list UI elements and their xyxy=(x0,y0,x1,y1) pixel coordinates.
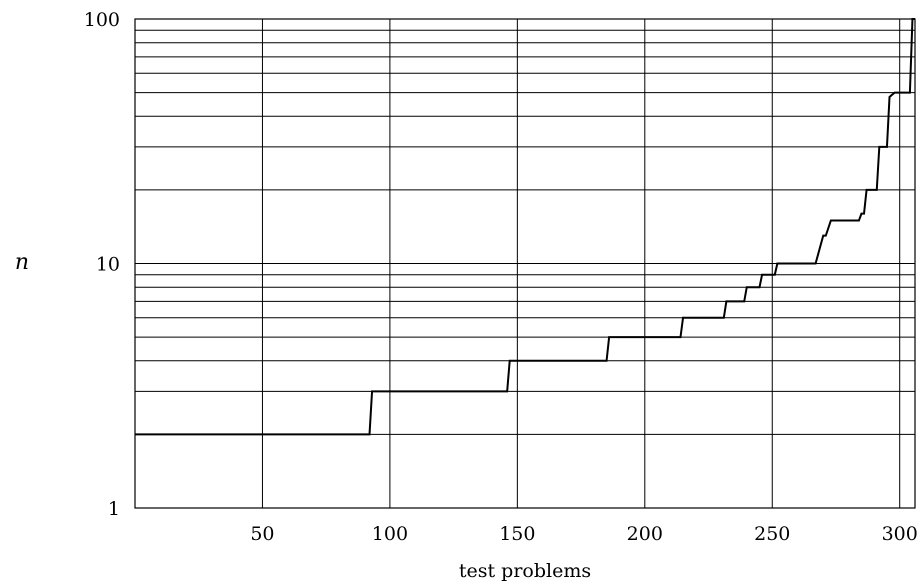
y-axis-label: n xyxy=(15,250,29,275)
series-line xyxy=(135,18,915,436)
x-tick-label: 50 xyxy=(250,523,274,545)
x-tick-labels: 50 100 150 200 250 300 xyxy=(250,523,917,545)
y-tick-label: 100 xyxy=(84,9,120,31)
y-tick-labels: 1 10 100 xyxy=(84,9,120,520)
series-layer xyxy=(135,18,915,436)
x-tick-label: 250 xyxy=(754,523,790,545)
x-tick-label: 100 xyxy=(372,523,408,545)
plot-frame xyxy=(134,18,916,509)
x-tick-label: 150 xyxy=(499,523,535,545)
x-tick-label: 300 xyxy=(882,523,918,545)
y-tick-label: 10 xyxy=(96,254,120,276)
x-axis-label: test problems xyxy=(459,560,591,582)
x-tick-label: 200 xyxy=(627,523,663,545)
y-tick-label: 1 xyxy=(108,498,120,520)
